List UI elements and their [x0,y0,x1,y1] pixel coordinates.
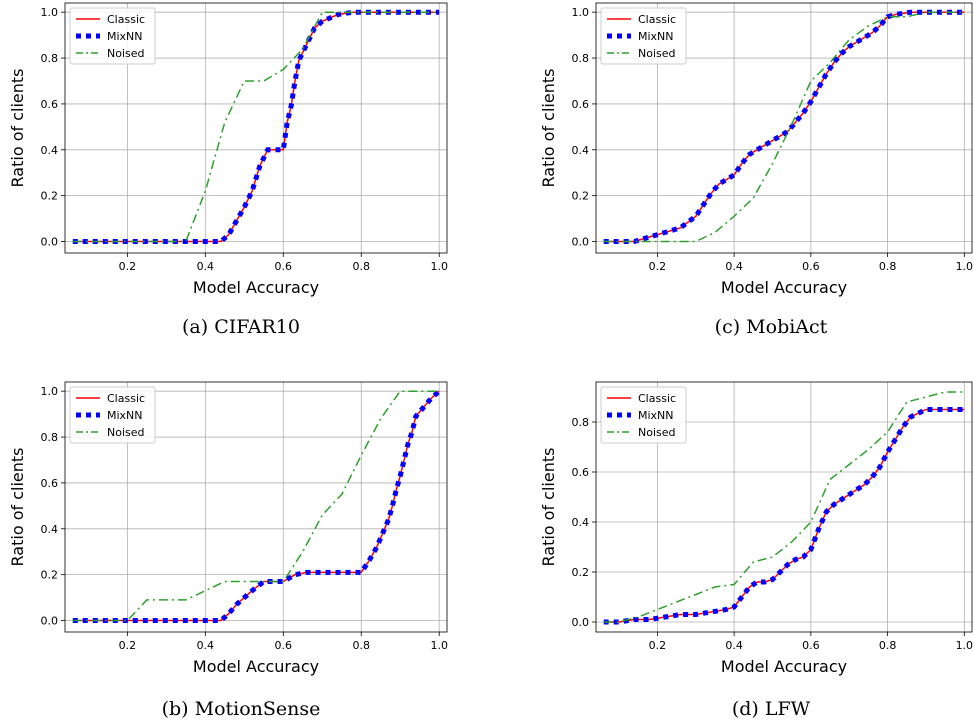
x-tick-label: 1.0 [430,639,448,652]
y-axis-label: Ratio of clients [539,448,558,567]
y-tick-label: 0.8 [572,52,590,65]
x-tick-label: 0.8 [879,260,897,273]
x-tick-label: 0.4 [725,639,743,652]
y-tick-label: 0.8 [572,416,590,429]
y-tick-label: 0.2 [572,566,590,579]
x-tick-label: 0.2 [119,639,137,652]
y-tick-label: 0.2 [41,569,59,582]
legend-label-noised: Noised [107,426,145,439]
legend-label-classic: Classic [107,392,145,405]
legend-box [600,386,687,444]
series-line-classic [72,11,440,243]
y-tick-label: 0.6 [41,477,59,490]
x-tick-label: 1.0 [956,260,974,273]
series-line-mixnn [603,9,965,244]
x-tick-label: 1.0 [956,639,974,652]
y-tick-label: 0.4 [41,523,59,536]
y-tick-label: 0.4 [572,516,590,529]
y-tick-label: 0.0 [41,615,59,628]
y-tick-label: 0.6 [572,98,590,111]
legend-label-classic: Classic [638,392,676,405]
series-line-mixnn [72,389,441,623]
legend: Classic MixNN Noised [69,386,156,444]
x-tick-label: 0.4 [197,639,215,652]
panel-caption: (b) MotionSense [162,698,321,720]
x-tick-label: 0.6 [802,260,820,273]
panel-caption: (d) LFW [732,698,811,720]
legend-label-mixnn: MixNN [107,30,143,43]
x-tick-label: 0.8 [352,260,370,273]
series-line-noised [603,11,965,243]
y-tick-label: 0.8 [41,431,59,444]
y-tick-label: 0.2 [572,190,590,203]
chart-panel-3: 0.2 0.4 0.6 0.8 1.0 0.0 0.2 0.4 0.6 0.8 Classic Mix… [539,381,974,720]
legend-box [69,7,156,65]
y-axis-label: Ratio of clients [8,69,27,188]
x-tick-label: 0.6 [275,260,293,273]
legend: Classic MixNN Noised [600,386,687,444]
y-axis-label: Ratio of clients [8,448,27,567]
legend-label-noised: Noised [107,47,145,60]
y-tick-label: 0.6 [41,98,59,111]
y-tick-label: 0.4 [572,144,590,157]
legend: Classic MixNN Noised [69,7,156,65]
y-tick-label: 1.0 [41,6,59,19]
x-tick-label: 0.2 [649,639,667,652]
y-axis-label: Ratio of clients [539,69,558,188]
legend-label-mixnn: MixNN [638,409,674,422]
x-tick-label: 0.4 [197,260,215,273]
legend: Classic MixNN Noised [600,7,687,65]
y-tick-label: 0.0 [41,236,59,249]
y-tick-label: 0.0 [572,616,590,629]
chart-panel-1: 0.2 0.4 0.6 0.8 1.0 0.0 0.2 0.4 0.6 0.8 1.0 Classic… [539,2,974,338]
y-tick-label: 0.6 [572,466,590,479]
legend-label-mixnn: MixNN [638,30,674,43]
panel-caption: (a) CIFAR10 [182,316,300,338]
x-axis-label: Model Accuracy [193,278,319,297]
chart-panel-2: 0.2 0.4 0.6 0.8 1.0 0.0 0.2 0.4 0.6 0.8 1.0 Classic… [8,381,448,720]
plot-frame [64,381,448,633]
legend-label-noised: Noised [638,47,676,60]
x-tick-label: 0.8 [879,639,897,652]
legend-label-classic: Classic [107,13,145,26]
x-tick-label: 0.2 [119,260,137,273]
series-line-mixnn [603,407,965,625]
legend-box [600,7,687,65]
panel-caption: (c) MobiAct [715,316,828,338]
x-axis-label: Model Accuracy [193,657,319,676]
y-tick-label: 1.0 [41,385,59,398]
y-tick-label: 0.0 [572,236,590,249]
plot-frame [64,2,448,254]
y-tick-label: 1.0 [572,6,590,19]
legend-label-noised: Noised [638,426,676,439]
legend-label-classic: Classic [638,13,676,26]
series-line-noised [72,390,440,622]
y-tick-label: 0.2 [41,190,59,203]
x-tick-label: 0.4 [725,260,743,273]
series-line-noised [603,391,965,623]
x-axis-label: Model Accuracy [721,278,847,297]
x-tick-label: 0.6 [802,639,820,652]
chart-panel-0: 0.2 0.4 0.6 0.8 1.0 0.0 0.2 0.4 0.6 0.8 1.0 Classic… [8,2,448,338]
x-axis-label: Model Accuracy [721,657,847,676]
x-tick-label: 0.2 [649,260,667,273]
x-tick-label: 0.6 [275,639,293,652]
y-tick-label: 0.4 [41,144,59,157]
plot-frame [595,2,973,254]
legend-label-mixnn: MixNN [107,409,143,422]
x-tick-label: 1.0 [430,260,448,273]
y-tick-label: 0.8 [41,52,59,65]
x-tick-label: 0.8 [352,639,370,652]
legend-box [69,386,156,444]
series-line-noised [72,11,440,243]
plot-frame [595,381,973,633]
